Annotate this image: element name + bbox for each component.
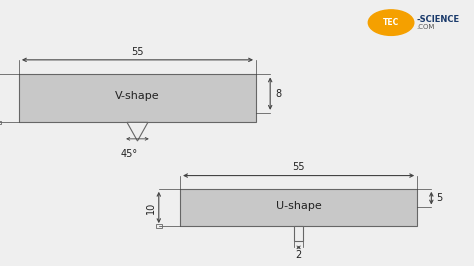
Polygon shape [294,226,303,241]
Bar [0,120,1,124]
Text: 55: 55 [131,47,144,57]
Text: .COM: .COM [416,24,435,30]
Text: 8: 8 [275,89,281,99]
Text: V-shape: V-shape [115,91,160,101]
Bar [180,189,417,226]
Bar [19,74,256,122]
Text: U-shape: U-shape [276,201,321,211]
Polygon shape [127,122,148,141]
Text: 55: 55 [292,162,305,172]
Text: -SCIENCE: -SCIENCE [416,15,459,24]
Text: 5: 5 [436,193,442,203]
Text: 2: 2 [295,250,302,260]
Text: TEC: TEC [383,18,399,27]
Text: 45°: 45° [121,149,138,159]
Text: 10: 10 [146,201,156,214]
Circle shape [368,10,414,35]
Bar [155,225,162,228]
